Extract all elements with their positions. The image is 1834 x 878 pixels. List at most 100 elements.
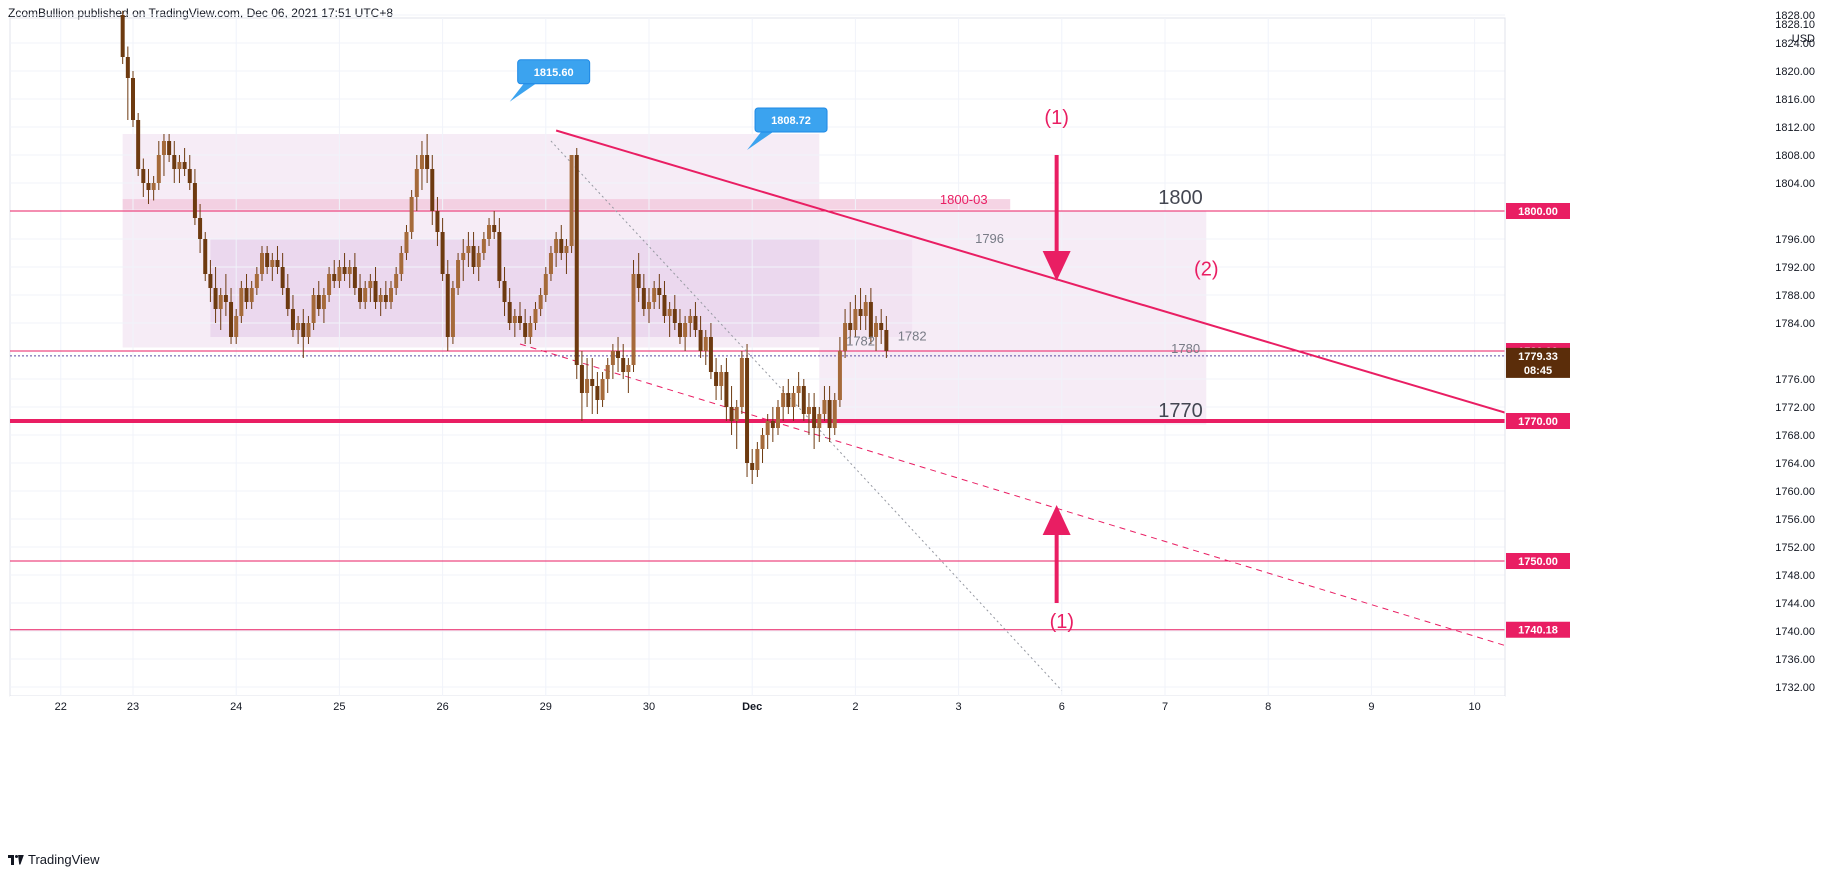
- candle-body: [440, 232, 445, 274]
- candle-body: [863, 302, 868, 316]
- candle-body: [352, 267, 357, 288]
- candle-body: [719, 372, 724, 386]
- candle-body: [595, 386, 600, 400]
- candle-body: [270, 260, 275, 267]
- candle-body: [414, 169, 419, 197]
- candle-body: [600, 379, 605, 400]
- candle-body: [837, 351, 842, 400]
- publisher-caption: ZcomBullion published on TradingView.com…: [8, 6, 394, 20]
- y-tick-label: 1804.00: [1775, 178, 1815, 190]
- candle-body: [605, 365, 610, 379]
- candle-body: [136, 120, 141, 169]
- y-tick-label: 1736.00: [1775, 654, 1815, 666]
- annotation-label: (2): [1194, 258, 1218, 280]
- candle-body: [801, 386, 806, 414]
- candle-body: [327, 274, 332, 295]
- candle-body: [827, 400, 832, 428]
- candle-body: [461, 253, 466, 260]
- candle-body: [647, 302, 651, 309]
- candle-body: [688, 316, 693, 323]
- candle-body: [528, 323, 533, 337]
- x-tick-label: 6: [1059, 701, 1065, 713]
- x-tick-label: Dec: [742, 701, 762, 713]
- y-tick-label: 1752.00: [1775, 542, 1815, 554]
- arrow-down-icon: [1042, 251, 1071, 281]
- candle-body: [450, 288, 455, 337]
- candle-body: [760, 435, 765, 449]
- price-tag: [1506, 553, 1570, 569]
- candle-body: [874, 323, 879, 337]
- candle-body: [141, 169, 146, 183]
- candle-body: [683, 323, 688, 337]
- y-tick-label: 1768.00: [1775, 430, 1815, 442]
- zones-layer: [122, 134, 1207, 425]
- x-tick-label: 8: [1265, 701, 1271, 713]
- y-tick-label: 1784.00: [1775, 318, 1815, 330]
- currency-label: USD: [1792, 33, 1815, 45]
- candle-body: [610, 351, 615, 365]
- trendline-dotted: [550, 140, 1063, 691]
- candle-body: [223, 295, 228, 302]
- candle-body: [321, 295, 326, 309]
- candle-body: [358, 288, 363, 302]
- candle-body: [507, 302, 512, 323]
- y-tick-label: 1820.00: [1775, 66, 1815, 78]
- candle-body: [739, 358, 744, 407]
- annotation-label: (1): [1050, 611, 1074, 633]
- candle-body: [776, 407, 780, 428]
- candle-body: [306, 323, 311, 337]
- x-tick-label: 22: [55, 701, 67, 713]
- y-tick-label: 1816.00: [1775, 94, 1815, 106]
- candle-body: [456, 260, 461, 288]
- candle-body: [843, 323, 848, 351]
- candle-body: [621, 358, 626, 372]
- y-tick-label: 1796.00: [1775, 234, 1815, 246]
- y-tick-label: 1744.00: [1775, 598, 1815, 610]
- candle-body: [151, 183, 156, 190]
- candle-body: [249, 288, 254, 302]
- x-tick-label: 25: [333, 701, 345, 713]
- candle-body: [533, 309, 538, 323]
- candle-body: [213, 288, 218, 309]
- candle-body: [631, 274, 636, 365]
- y-tick-label: 1760.00: [1775, 486, 1815, 498]
- candle-body: [342, 267, 347, 274]
- candle-body: [714, 372, 719, 386]
- candle-body: [492, 225, 497, 232]
- annotation-label: 1800-03: [940, 192, 988, 207]
- candle-body: [569, 155, 574, 246]
- candle-body: [770, 421, 775, 428]
- candle-body: [198, 218, 203, 239]
- x-tick-label: 3: [956, 701, 962, 713]
- x-tick-label: 30: [643, 701, 655, 713]
- candle-body: [146, 183, 151, 190]
- candle-body: [667, 309, 672, 316]
- annotation-label: 1770: [1158, 400, 1203, 422]
- candle-body: [419, 155, 424, 169]
- candle-body: [363, 288, 368, 302]
- candle-body: [590, 379, 595, 386]
- candle-body: [161, 141, 166, 155]
- candle-body: [657, 288, 662, 295]
- candle-body: [616, 351, 621, 358]
- candle-body: [125, 57, 130, 78]
- price-tag-label: 1740.18: [1518, 625, 1558, 637]
- candle-body: [729, 407, 734, 421]
- candle-body: [409, 197, 414, 232]
- candle-body: [285, 288, 290, 309]
- x-tick-label: 10: [1468, 701, 1480, 713]
- candle-body: [229, 302, 234, 337]
- candle-body: [399, 253, 404, 274]
- candle-body: [781, 393, 786, 407]
- candle-body: [750, 463, 755, 470]
- zone-rect: [819, 211, 1207, 425]
- candle-body: [662, 295, 667, 316]
- candle-body: [378, 295, 383, 302]
- time-axis-panel: [10, 696, 1505, 716]
- footer-brand[interactable]: TradingView: [8, 852, 100, 867]
- candle-body: [652, 288, 657, 302]
- y-tick-label: 1776.00: [1775, 374, 1815, 386]
- price-tag-label: 1800.00: [1518, 206, 1558, 218]
- annotation-label: 1782: [846, 333, 875, 348]
